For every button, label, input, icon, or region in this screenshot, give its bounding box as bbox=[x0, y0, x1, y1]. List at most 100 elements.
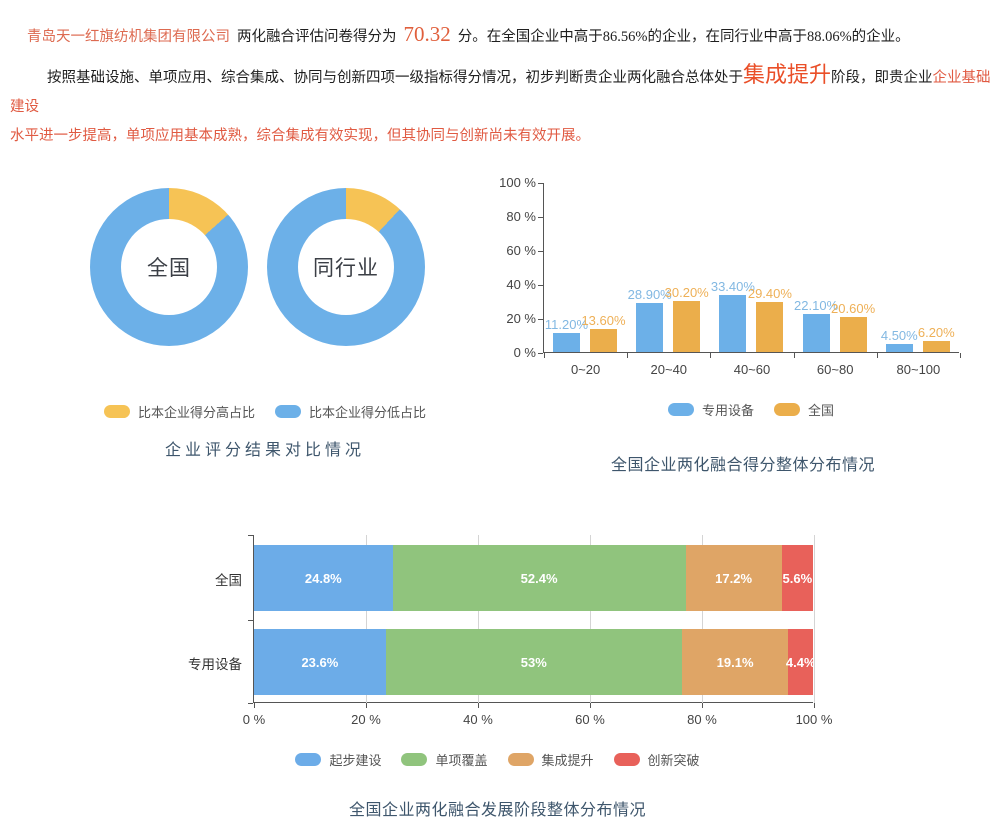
legend-item-集成提升[interactable]: 集成提升 bbox=[507, 750, 594, 769]
y-axis-tick bbox=[248, 703, 253, 704]
bar-value-label: 20.60% bbox=[831, 300, 876, 316]
grouped-bar-chart-plot: 100 % 80 % 60 % 40 % 20 % 0 % 0~20 20~40 40~60 60… bbox=[499, 175, 961, 377]
y-axis-label: 60 % bbox=[506, 243, 536, 258]
segment-value-label: 52.4% bbox=[520, 570, 558, 586]
x-axis-label: 0 % bbox=[242, 712, 266, 727]
stage-detail-part1: 企业基础建设 bbox=[10, 70, 991, 115]
grid-line bbox=[478, 535, 479, 703]
x-axis-tick bbox=[366, 703, 367, 708]
stacked-bar-row-专用设备: 23.6% 53% 19.1% 4.4% bbox=[254, 629, 813, 695]
x-axis-tick bbox=[702, 703, 703, 708]
bar-全国-40~60 bbox=[756, 302, 784, 352]
legend-item-单项覆盖[interactable]: 单项覆盖 bbox=[401, 750, 488, 769]
x-axis-tick bbox=[478, 703, 479, 708]
segment-value-label: 5.6% bbox=[782, 570, 813, 586]
bar-value-label: 28.90% bbox=[627, 286, 672, 302]
bar-chart-title: 全国企业两化融合得分整体分布情况 bbox=[610, 457, 875, 474]
x-axis-category-label: 0~20 bbox=[570, 362, 601, 377]
legend-swatch bbox=[667, 403, 694, 416]
y-axis-label: 80 % bbox=[506, 209, 536, 224]
x-axis-label: 20 % bbox=[351, 712, 381, 727]
x-axis-tick bbox=[876, 353, 878, 358]
donut-chart-national: 全国 bbox=[90, 188, 248, 346]
legend-item-起步建设[interactable]: 起步建设 bbox=[295, 750, 381, 769]
stacked-bar-chart-plot: 0 % 20 % 40 % 60 % 80 % 100 % 24.8% 52.4% 17.2% 5… bbox=[188, 535, 832, 727]
company-name: 青岛天一红旗纺机集团有限公司 bbox=[27, 29, 230, 45]
legend-label: 集成提升 bbox=[541, 753, 594, 768]
donut-center-label-national: 全国 bbox=[147, 257, 191, 280]
x-axis-tick bbox=[710, 353, 712, 358]
segment-起步建设: 23.6% bbox=[254, 629, 386, 695]
legend-label: 专用设备 bbox=[701, 403, 754, 418]
bar-value-label: 29.40% bbox=[747, 286, 792, 302]
y-axis-tick bbox=[538, 217, 543, 218]
y-axis-tick bbox=[538, 251, 543, 252]
legend-item-专用设备[interactable]: 专用设备 bbox=[667, 400, 754, 419]
legend-label: 全国 bbox=[808, 403, 835, 418]
bar-专用设备-40~60 bbox=[719, 295, 747, 352]
bar-专用设备-20~40 bbox=[636, 302, 664, 352]
segment-创新突破: 5.6% bbox=[781, 545, 813, 611]
x-axis-tick bbox=[254, 703, 255, 708]
segment-value-label: 4.4% bbox=[785, 654, 813, 670]
bar-value-label: 11.20% bbox=[544, 316, 589, 332]
grid-line bbox=[814, 535, 815, 703]
y-axis-tick bbox=[538, 353, 543, 354]
legend-label: 起步建设 bbox=[329, 753, 382, 768]
legend-item-全国[interactable]: 全国 bbox=[774, 400, 834, 419]
bar-value-label: 6.20% bbox=[917, 325, 955, 341]
grid-line bbox=[366, 535, 367, 703]
grid-line bbox=[590, 535, 591, 703]
score-label: 两化融合评估问卷得分为 bbox=[237, 29, 397, 45]
legend-swatch bbox=[103, 405, 130, 418]
legend-item-比本企业得分低占比[interactable]: 比本企业得分低占比 bbox=[275, 402, 426, 421]
legend-swatch bbox=[275, 405, 301, 418]
legend-swatch bbox=[507, 753, 534, 766]
x-axis-tick bbox=[627, 353, 629, 358]
segment-单项覆盖: 53% bbox=[385, 629, 682, 695]
x-axis-label: 100 % bbox=[795, 712, 833, 727]
x-axis-category-label: 20~40 bbox=[650, 362, 688, 377]
judgement-prefix: 按照基础设施、单项应用、综合集成、协同与创新四项一级指标得分情况，初步判断贵企业… bbox=[47, 70, 743, 86]
bar-value-label: 33.40% bbox=[710, 279, 755, 295]
legend-item-创新突破[interactable]: 创新突破 bbox=[613, 750, 700, 769]
x-axis-label: 40 % bbox=[463, 712, 493, 727]
row-category-label: 专用设备 bbox=[188, 657, 242, 672]
segment-value-label: 19.1% bbox=[716, 654, 754, 670]
segment-value-label: 24.8% bbox=[304, 570, 342, 586]
segment-集成提升: 19.1% bbox=[681, 629, 789, 695]
x-axis-tick bbox=[793, 353, 795, 358]
legend-item-比本企业得分高占比[interactable]: 比本企业得分高占比 bbox=[103, 402, 255, 421]
bar-value-label: 13.60% bbox=[581, 312, 626, 328]
segment-集成提升: 17.2% bbox=[685, 545, 782, 611]
bar-专用设备-60~80 bbox=[802, 314, 830, 352]
bar-全国-0~20 bbox=[590, 328, 617, 352]
x-axis-tick bbox=[544, 353, 545, 358]
y-axis-label: 20 % bbox=[506, 311, 536, 326]
y-axis-tick bbox=[538, 319, 543, 320]
legend-swatch bbox=[295, 753, 322, 766]
segment-单项覆盖: 52.4% bbox=[392, 545, 686, 611]
score-tail: 分。在全国企业中高于86.56%的企业，在同行业中高于88.06%的企业。 bbox=[457, 29, 910, 45]
y-axis-label: 40 % bbox=[506, 277, 536, 292]
x-axis-tick bbox=[960, 353, 961, 358]
row-category-label: 全国 bbox=[215, 573, 242, 588]
y-axis-label: 100 % bbox=[499, 175, 536, 190]
bar-全国-60~80 bbox=[839, 316, 867, 352]
y-axis-label: 0 % bbox=[513, 345, 536, 360]
legend-swatch bbox=[613, 753, 640, 766]
y-axis-tick bbox=[538, 285, 543, 286]
x-axis-category-label: 80~100 bbox=[896, 362, 941, 377]
donut-legend: 比本企业得分高占比 比本企业得分低占比 bbox=[0, 402, 530, 421]
legend-swatch bbox=[401, 753, 428, 766]
x-axis-category-label: 40~60 bbox=[733, 362, 771, 377]
judgement-mid: 阶段，即贵企业 bbox=[831, 70, 933, 86]
segment-value-label: 53% bbox=[520, 654, 547, 670]
x-axis-tick bbox=[814, 703, 815, 708]
bar-专用设备-80~100 bbox=[885, 344, 913, 352]
stacked-bar-row-全国: 24.8% 52.4% 17.2% 5.6% bbox=[254, 545, 813, 611]
x-axis-category-label: 60~80 bbox=[816, 362, 854, 377]
bar-value-label: 22.10% bbox=[794, 298, 839, 314]
donut-center-label-industry: 同行业 bbox=[313, 257, 379, 280]
